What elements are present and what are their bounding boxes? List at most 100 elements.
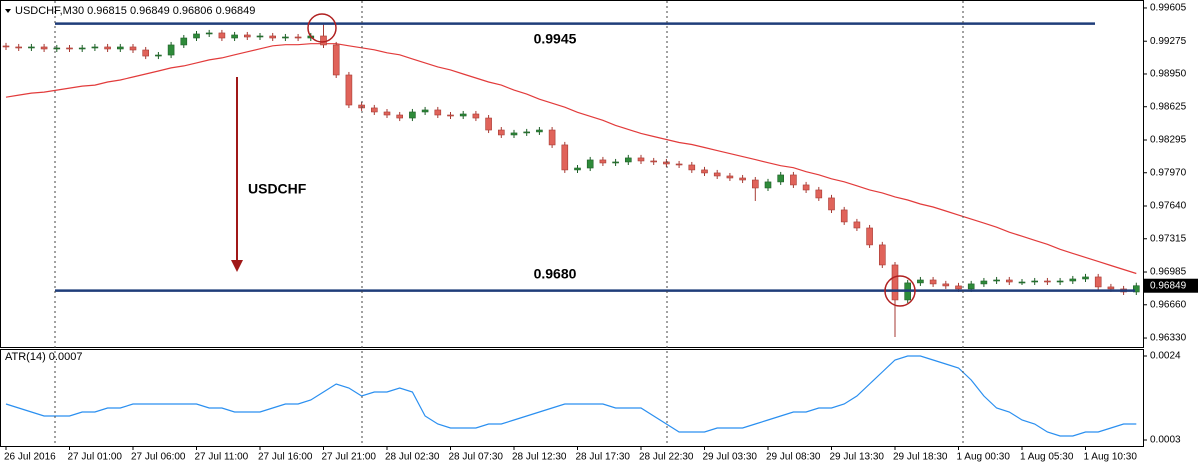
candle-body bbox=[383, 111, 391, 116]
candle-body bbox=[15, 46, 22, 49]
candle-body bbox=[396, 114, 404, 119]
separators bbox=[54, 1, 964, 446]
candle-body bbox=[510, 132, 518, 136]
level-label: 0.9945 bbox=[534, 30, 577, 46]
candle-body bbox=[980, 280, 988, 285]
x-tick-label: 27 Jul 06:00 bbox=[131, 452, 186, 463]
y-tick-label: 0.99605 bbox=[1150, 3, 1187, 14]
candle-body bbox=[929, 279, 937, 285]
candle-body bbox=[1133, 285, 1140, 293]
atr-line bbox=[5, 355, 1137, 437]
candle-body bbox=[726, 175, 734, 179]
x-tick-label: 1 Aug 10:30 bbox=[1084, 452, 1138, 463]
candle-body bbox=[332, 44, 340, 76]
candle-body bbox=[523, 131, 531, 134]
x-tick-label: 26 Jul 2016 bbox=[4, 452, 56, 463]
menu-triangle bbox=[5, 9, 11, 13]
candle-body bbox=[155, 54, 162, 57]
candle-body bbox=[967, 283, 975, 290]
y-tick-label: 0.96660 bbox=[1150, 299, 1187, 310]
candle-body bbox=[675, 163, 683, 166]
candle-body bbox=[650, 160, 658, 163]
candle-body bbox=[53, 47, 61, 50]
candle-body bbox=[104, 46, 111, 50]
moving-average bbox=[5, 43, 1137, 275]
candle-body bbox=[917, 279, 924, 284]
last-price-tag bbox=[1144, 278, 1198, 293]
candle-body bbox=[129, 46, 137, 51]
candle-body bbox=[713, 172, 721, 177]
candle-body bbox=[472, 113, 480, 119]
candle-body bbox=[459, 113, 467, 117]
candle-body bbox=[548, 129, 556, 146]
candle-body bbox=[218, 32, 226, 39]
candle-body bbox=[167, 44, 175, 56]
arrow-head bbox=[231, 260, 243, 272]
candle-body bbox=[269, 35, 277, 39]
x-tick-label: 28 Jul 02:30 bbox=[385, 452, 440, 463]
candle-body bbox=[66, 47, 73, 50]
x-tick-label: 1 Aug 05:30 bbox=[1020, 452, 1074, 463]
candle-body bbox=[599, 159, 607, 164]
candle-body bbox=[244, 34, 251, 38]
candle-body bbox=[117, 46, 124, 50]
y-tick-label: 0.98950 bbox=[1150, 69, 1187, 80]
x-tick-label: 27 Jul 11:00 bbox=[195, 452, 249, 463]
x-tick-label: 27 Jul 16:00 bbox=[258, 452, 313, 463]
x-tick-label: 27 Jul 01:00 bbox=[68, 452, 123, 463]
candle-body bbox=[256, 35, 264, 38]
candle-body bbox=[2, 45, 10, 48]
highlight-circle bbox=[884, 275, 916, 307]
candle-body bbox=[205, 32, 213, 35]
candle-body bbox=[586, 159, 594, 169]
candle-body bbox=[434, 109, 442, 116]
x-tick-label: 28 Jul 22:30 bbox=[639, 452, 694, 463]
candle-body bbox=[688, 164, 696, 171]
candle-body bbox=[1044, 280, 1051, 283]
main-panel-frame bbox=[0, 0, 1144, 348]
candle-body bbox=[815, 189, 823, 199]
candle-body bbox=[231, 34, 238, 39]
indicator-tick-label: 0.0024 bbox=[1150, 351, 1181, 362]
candle-body bbox=[78, 47, 86, 50]
candle-body bbox=[1018, 281, 1026, 284]
candle-body bbox=[777, 174, 785, 183]
candle-body bbox=[193, 33, 200, 39]
x-tick-label: 29 Jul 03:30 bbox=[703, 452, 758, 463]
candle-body bbox=[1005, 279, 1013, 283]
symbol-header: USDCHF,M30 0.96815 0.96849 0.96806 0.968… bbox=[15, 5, 255, 17]
level-label: 0.9680 bbox=[534, 265, 577, 281]
candle-body bbox=[637, 157, 645, 162]
y-tick-label: 0.97315 bbox=[1150, 233, 1187, 244]
candle-body bbox=[1056, 280, 1064, 283]
candle-body bbox=[878, 244, 886, 266]
candle-body bbox=[751, 179, 759, 189]
candle-body bbox=[294, 36, 302, 39]
y-tick-label: 0.99275 bbox=[1150, 36, 1187, 47]
candle-body bbox=[370, 107, 378, 113]
candle-body bbox=[40, 46, 48, 50]
indicator-panel-frame bbox=[0, 349, 1144, 447]
y-tick-label: 0.96985 bbox=[1150, 267, 1187, 278]
highlight-circle bbox=[307, 13, 337, 43]
candle-body bbox=[993, 279, 1000, 282]
candle-body bbox=[180, 37, 188, 46]
y-tick-label: 0.98295 bbox=[1150, 135, 1187, 146]
candle-body bbox=[802, 184, 810, 191]
candle-body bbox=[421, 109, 429, 113]
x-tick-label: 29 Jul 08:30 bbox=[766, 452, 821, 463]
candle-body bbox=[1069, 278, 1077, 282]
candle-body bbox=[1107, 286, 1115, 290]
indicator-label: ATR(14) 0.0007 bbox=[5, 351, 82, 363]
y-tick-label: 0.97640 bbox=[1150, 201, 1187, 212]
x-tick-label: 29 Jul 18:30 bbox=[893, 452, 948, 463]
candle-body bbox=[409, 111, 416, 119]
y-tick-label: 0.96330 bbox=[1150, 333, 1187, 344]
candle-body bbox=[536, 129, 543, 133]
x-tick-label: 27 Jul 21:00 bbox=[322, 452, 377, 463]
x-tick-label: 29 Jul 13:30 bbox=[830, 452, 885, 463]
candle-body bbox=[497, 129, 505, 136]
candle-body bbox=[891, 264, 899, 301]
